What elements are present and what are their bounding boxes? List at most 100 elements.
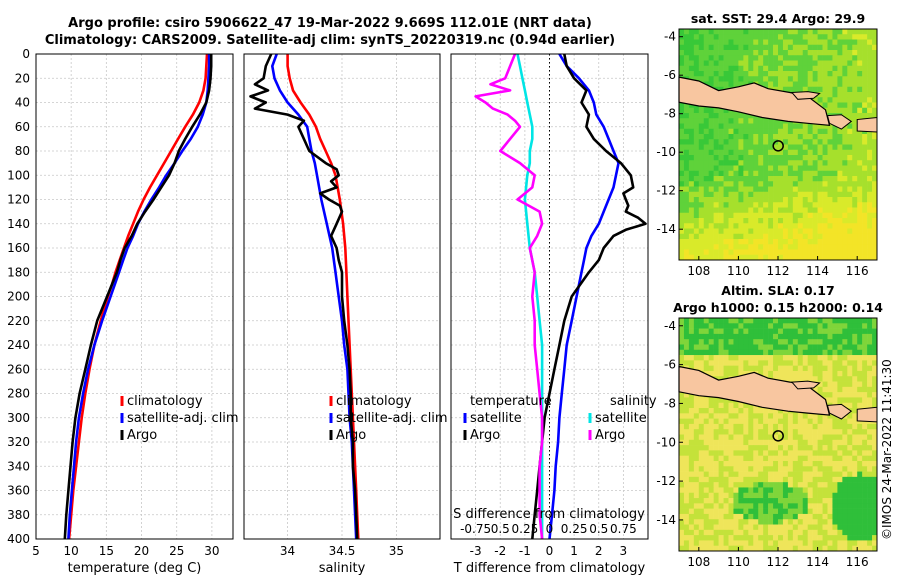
map-cell bbox=[733, 323, 739, 329]
map-cell bbox=[723, 471, 729, 478]
map-cell bbox=[748, 519, 754, 525]
map-cell bbox=[698, 519, 705, 525]
map-cell bbox=[787, 460, 794, 467]
map-cell bbox=[773, 360, 779, 366]
map-cell bbox=[862, 81, 868, 88]
map-cell bbox=[787, 86, 794, 93]
map-cell bbox=[743, 170, 749, 177]
map-cell bbox=[857, 197, 863, 203]
map-cell bbox=[778, 218, 784, 224]
map-cell bbox=[832, 170, 838, 177]
map-cell bbox=[773, 144, 779, 151]
map-cell bbox=[778, 540, 784, 547]
land-madura bbox=[790, 380, 821, 390]
map-cell bbox=[812, 239, 818, 245]
map-cell bbox=[812, 65, 818, 72]
map-cell bbox=[857, 181, 863, 187]
map-cell bbox=[688, 328, 695, 335]
map-cell bbox=[827, 460, 833, 467]
map-cell bbox=[827, 92, 833, 98]
map-cell bbox=[778, 55, 784, 61]
map-cell bbox=[817, 97, 823, 103]
map-cell bbox=[753, 60, 759, 67]
map-cell bbox=[708, 55, 714, 61]
map-cell bbox=[728, 360, 734, 366]
map-cell bbox=[832, 318, 838, 324]
map-cell bbox=[683, 519, 690, 525]
map-cell bbox=[857, 487, 863, 494]
map-cell bbox=[778, 181, 784, 187]
map-cell bbox=[733, 492, 739, 499]
map-cell bbox=[768, 413, 774, 419]
map-cell bbox=[773, 44, 779, 51]
map-cell bbox=[728, 318, 734, 324]
map-cell bbox=[792, 466, 799, 472]
map-cell bbox=[832, 191, 838, 198]
map-cell bbox=[763, 476, 769, 483]
map-cell bbox=[698, 439, 705, 446]
map-cell bbox=[827, 455, 833, 462]
map-cell bbox=[832, 34, 838, 40]
y-tick-label: 280 bbox=[7, 387, 30, 401]
map-cell bbox=[852, 365, 858, 372]
map-cell bbox=[827, 76, 833, 82]
map-cell bbox=[718, 370, 724, 377]
map-cell bbox=[718, 397, 724, 404]
map-cell bbox=[773, 413, 779, 419]
map-cell bbox=[837, 29, 843, 35]
map-cell bbox=[827, 212, 833, 219]
map-cell bbox=[872, 39, 878, 46]
map-cell bbox=[743, 333, 749, 340]
map-cell bbox=[822, 228, 828, 235]
map-cell bbox=[718, 239, 724, 245]
map-cell bbox=[698, 181, 705, 187]
map-cell bbox=[822, 508, 828, 515]
map-cell bbox=[748, 349, 754, 356]
map-cell bbox=[827, 71, 833, 77]
map-cell bbox=[862, 144, 868, 151]
map-cell bbox=[778, 202, 784, 208]
map-cell bbox=[768, 207, 774, 214]
map-cell bbox=[679, 65, 685, 72]
map-cell bbox=[822, 254, 828, 261]
map-cell bbox=[827, 513, 833, 520]
map-cell bbox=[842, 134, 848, 140]
map-cell bbox=[728, 460, 734, 467]
map-cell bbox=[787, 81, 794, 88]
map-cell bbox=[718, 524, 724, 531]
map-cell bbox=[743, 323, 749, 329]
y-tick-label: 240 bbox=[7, 338, 30, 352]
map-cell bbox=[743, 160, 749, 166]
map-cell bbox=[787, 60, 794, 67]
map-cell bbox=[723, 191, 729, 198]
map-cell bbox=[817, 339, 823, 345]
map-cell bbox=[787, 492, 794, 499]
map-cell bbox=[862, 503, 868, 509]
map-cell bbox=[733, 498, 739, 504]
map-cell bbox=[867, 218, 873, 224]
map-cell bbox=[802, 535, 808, 541]
map-cell bbox=[872, 81, 878, 88]
map-cell bbox=[807, 482, 813, 488]
map-cell bbox=[857, 149, 863, 156]
map-cell bbox=[748, 455, 754, 462]
map-cell bbox=[817, 160, 823, 166]
map-cell bbox=[733, 344, 739, 351]
map-cell bbox=[778, 408, 784, 414]
map-cell bbox=[787, 165, 794, 172]
map-cell bbox=[693, 118, 700, 124]
map-cell bbox=[688, 513, 695, 520]
map-cell bbox=[758, 445, 764, 451]
map-cell bbox=[763, 160, 769, 166]
map-cell bbox=[738, 60, 744, 67]
map-cell bbox=[679, 228, 685, 235]
map-cell bbox=[723, 165, 729, 172]
map-cell bbox=[768, 360, 774, 366]
map-x-tick-label: 108 bbox=[687, 264, 710, 278]
map-cell bbox=[832, 160, 838, 166]
map-cell bbox=[763, 429, 769, 435]
map-cell bbox=[797, 344, 804, 351]
map-cell bbox=[753, 429, 759, 435]
map-cell bbox=[693, 323, 700, 329]
map-cell bbox=[852, 102, 858, 109]
